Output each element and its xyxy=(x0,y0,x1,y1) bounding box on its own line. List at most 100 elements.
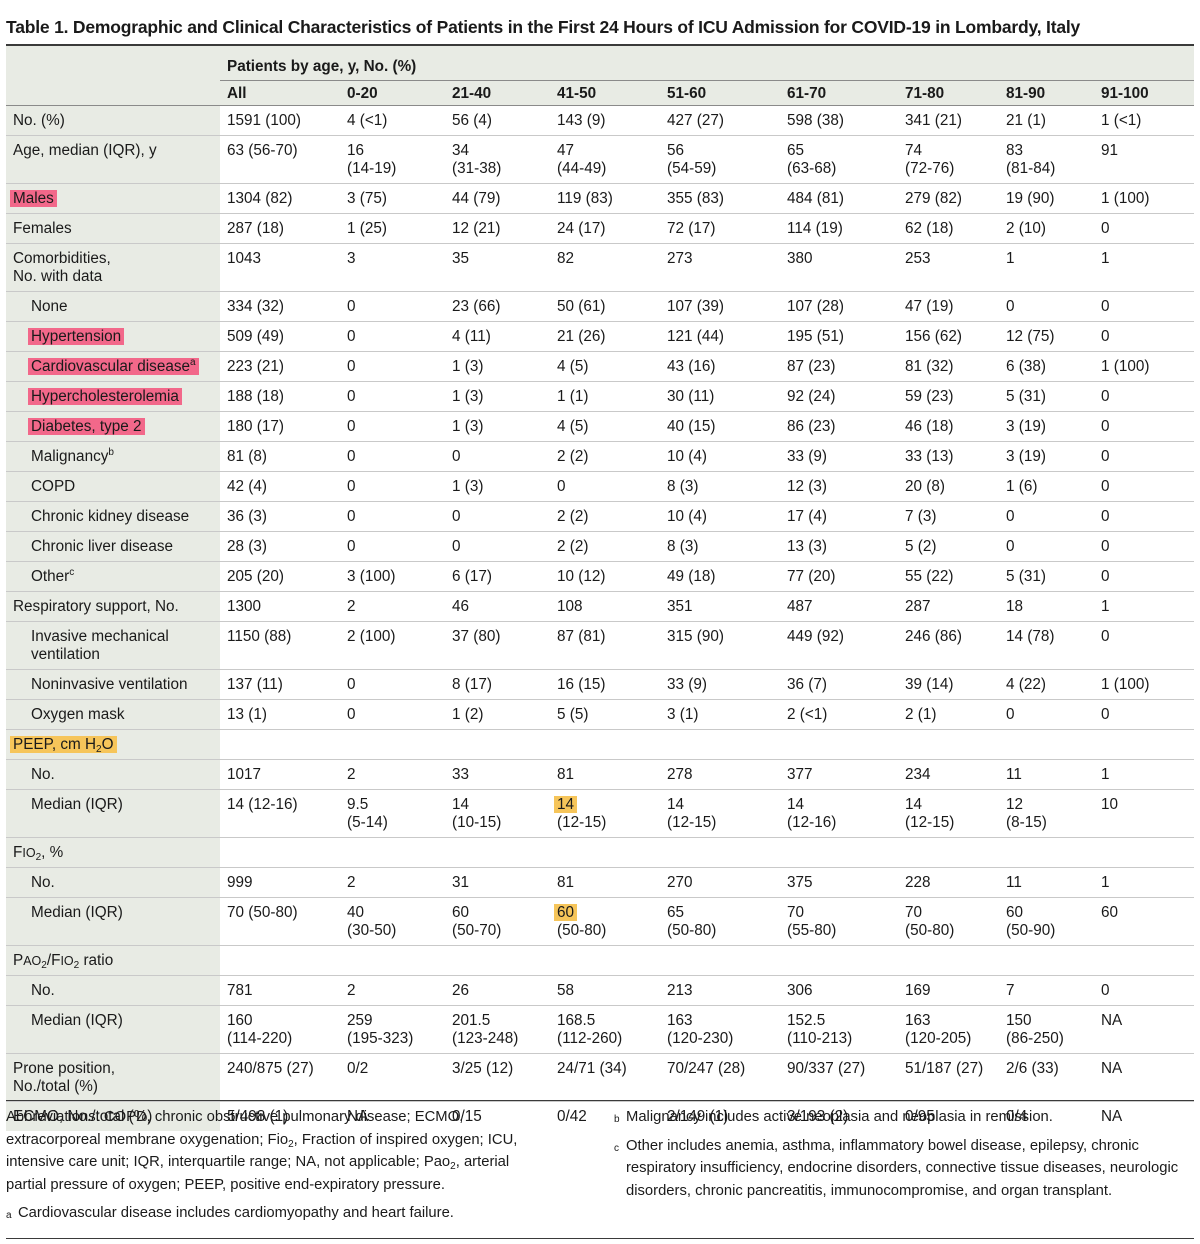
table-cell: 1 xyxy=(1094,867,1195,898)
table-cell: 2 xyxy=(340,591,445,622)
table-cell: 0 xyxy=(340,321,445,352)
cell-value: 10 (12) xyxy=(557,568,606,585)
table-cell: 205 (20) xyxy=(220,561,340,592)
row-label-text: No. xyxy=(31,766,55,783)
row-label-main: Diabetes, type 2 xyxy=(31,418,142,435)
row-label-main: Oxygen mask xyxy=(31,706,125,723)
cell-value-line2: (12-15) xyxy=(667,814,717,831)
cell-value: 3 xyxy=(347,250,356,267)
row-label-text: Comorbidities, xyxy=(13,250,111,267)
cell-value: 0 xyxy=(347,298,356,315)
table-cell: 5 (31) xyxy=(999,381,1094,412)
table-cell: 0 xyxy=(340,381,445,412)
cell-value: 509 (49) xyxy=(227,328,284,345)
cell-value: 0 xyxy=(557,478,566,495)
table-cell: 0 xyxy=(1094,531,1195,562)
cell-value: 195 (51) xyxy=(787,328,844,345)
table-title: Table 1. Demographic and Clinical Charac… xyxy=(6,17,1081,37)
cell-value: 341 (21) xyxy=(905,112,962,129)
table-cell: 160 (114-220) xyxy=(220,1005,340,1054)
table-row: FIO2, % xyxy=(6,837,1195,868)
table-cell xyxy=(780,945,898,976)
cell-value: 56 (4) xyxy=(452,112,492,129)
cell-value: 1 xyxy=(1101,250,1110,267)
cell-value: 82 xyxy=(557,250,575,267)
table-row: Otherc 205 (20) 3 (100) 6 (17) 10 (12) 49 (18… xyxy=(6,561,1195,592)
table-cell: 30 (11) xyxy=(660,381,780,412)
row-label: Females xyxy=(6,213,220,244)
cell-value: 0 xyxy=(452,448,461,465)
cell-value: 1 xyxy=(1101,874,1110,891)
cell-value-line2: (50-90) xyxy=(1006,922,1056,939)
table-cell: 169 xyxy=(898,975,999,1006)
row-label-text: No. xyxy=(31,874,55,891)
table-cell: 10 xyxy=(1094,789,1195,838)
bottom-rule xyxy=(6,1238,1194,1239)
table-cell xyxy=(445,837,550,868)
cell-value-line2: (50-80) xyxy=(667,922,717,939)
abbr-line-2a: extracorporeal membrane oxygenation; Fio xyxy=(6,1131,289,1148)
table-cell: 234 xyxy=(898,759,999,790)
table-cell: 180 (17) xyxy=(220,411,340,442)
cell-value-line2: (112-260) xyxy=(557,1030,623,1047)
row-label-text: ECMO, No./total (%) xyxy=(13,1108,152,1125)
table-row: COPD 42 (4) 0 1 (3) 0 8 (3) 12 (3) 20 (8) 1 (6) 0 xyxy=(6,471,1195,502)
cell-value: 46 (18) xyxy=(905,418,954,435)
table-cell: 0 xyxy=(1094,291,1195,322)
table-cell: 449 (92) xyxy=(780,621,898,670)
row-label: Prone position, No./total (%) xyxy=(6,1053,220,1102)
table-cell: 1150 (88) xyxy=(220,621,340,670)
table-cell xyxy=(660,729,780,760)
cell-value: 3 (75) xyxy=(347,190,387,207)
row-label: Oxygen mask xyxy=(6,699,220,730)
table-cell: 598 (38) xyxy=(780,105,898,136)
footnote-c: c Other includes anemia, asthma, inflamma… xyxy=(614,1135,1198,1203)
table-cell: 33 xyxy=(445,759,550,790)
table-cell: 65 (50-80) xyxy=(660,897,780,946)
cell-value: 36 (7) xyxy=(787,676,827,693)
cell-value: 188 (18) xyxy=(227,388,284,405)
cell-value: 0 xyxy=(347,388,356,405)
table-cell xyxy=(898,945,999,976)
cell-value: 47 (19) xyxy=(905,298,954,315)
cell-value: 13 (1) xyxy=(227,706,267,723)
table-cell xyxy=(550,945,660,976)
footnote-marker: a xyxy=(190,357,196,368)
cell-value: 0 xyxy=(347,538,356,555)
table-cell: 306 xyxy=(780,975,898,1006)
cell-value: 163 xyxy=(905,1012,931,1029)
cell-value: 1 (3) xyxy=(452,478,484,495)
table-row: No. 999 2 31 81 270 375 228 11 1 xyxy=(6,867,1195,898)
cell-value: 3/193 (2) xyxy=(787,1108,849,1125)
table-cell: 188 (18) xyxy=(220,381,340,412)
table-cell: 487 xyxy=(780,591,898,622)
column-header: 61-70 xyxy=(780,80,898,106)
row-label-text: Median (IQR) xyxy=(31,904,123,921)
row-label-main: PAO xyxy=(13,952,42,969)
table-cell: 1 (3) xyxy=(445,411,550,442)
cell-value: 1 (<1) xyxy=(1101,112,1142,129)
table-cell: 0 xyxy=(445,441,550,472)
row-label-text: Respiratory support, No. xyxy=(13,598,179,615)
cell-value: 14 xyxy=(905,796,923,813)
title-bar: Table 1. Demographic and Clinical Charac… xyxy=(0,0,1200,44)
table-cell: 3 xyxy=(340,243,445,292)
table-cell: 10 (12) xyxy=(550,561,660,592)
table-cell xyxy=(340,729,445,760)
cell-value: 0 xyxy=(1101,568,1110,585)
table-cell: 51/187 (27) xyxy=(898,1053,999,1102)
row-label-text: FIO2, % xyxy=(13,844,63,863)
cell-value: 13 (3) xyxy=(787,538,827,555)
cell-value: 380 xyxy=(787,250,813,267)
row-label: Cardiovascular diseasea xyxy=(6,351,220,382)
table-cell: 70 (50-80) xyxy=(220,897,340,946)
row-label: Malignancyb xyxy=(6,441,220,472)
cell-value: 0 xyxy=(1101,298,1110,315)
table-cell: 0/15 xyxy=(445,1102,550,1132)
cell-value: 14 xyxy=(554,796,578,813)
cell-value: 0 xyxy=(1101,220,1110,237)
cell-value: 4 (<1) xyxy=(347,112,388,129)
cell-value: 315 (90) xyxy=(667,628,724,645)
table-cell: 351 xyxy=(660,591,780,622)
table-cell: 4 (11) xyxy=(445,321,550,352)
